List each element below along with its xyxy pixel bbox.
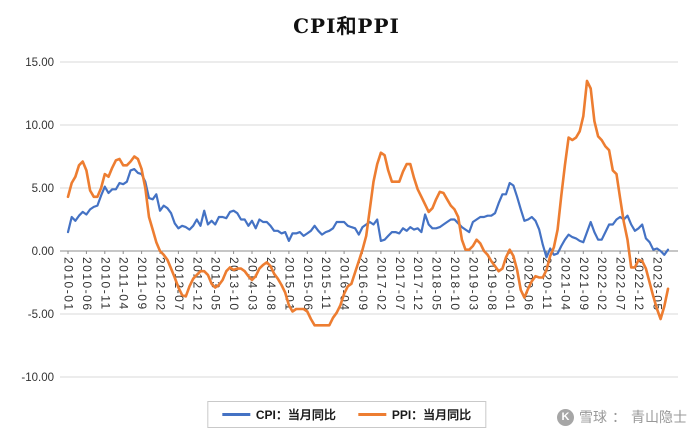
cpi-line-swatch xyxy=(221,413,250,416)
x-axis-tick-label: 2016-09 xyxy=(356,257,370,312)
x-axis-tick-label: 2014-08 xyxy=(264,257,278,312)
legend-item-ppi: PPI：当月同比 xyxy=(357,406,472,423)
x-axis-tick-label: 2014-03 xyxy=(246,257,260,312)
x-axis-tick-label: 2019-03 xyxy=(466,257,480,312)
chart-svg: 15.00 10.00 5.00 0.00 -5.00 -10.00 2010-01 2010… xyxy=(21,57,678,384)
y-axis-tick-label: 0.00 xyxy=(32,246,54,258)
chart-title: CPI和PPI xyxy=(293,14,400,38)
y-axis-tick-label: 5.00 xyxy=(32,183,54,195)
x-axis-tick-label: 2022-12 xyxy=(632,257,646,312)
x-axis-tick-label: 2020-01 xyxy=(503,257,517,312)
xueqiu-logo-icon: K xyxy=(557,408,574,426)
x-axis-tick-label: 2021-09 xyxy=(577,257,591,312)
x-axis-tick-label: 2022-02 xyxy=(595,257,609,312)
legend-label-cpi: CPI：当月同比 xyxy=(255,408,336,422)
x-axis-tick-label: 2010-11 xyxy=(98,257,112,311)
x-axis-tick-label: 2013-05 xyxy=(209,257,223,312)
ppi-line-swatch xyxy=(357,413,386,416)
y-axis-tick-label: -5.00 xyxy=(28,309,54,321)
watermark-user: 青山隐士 xyxy=(631,409,687,425)
x-axis-tick-label: 2011-09 xyxy=(135,257,149,311)
ppi-line xyxy=(66,79,670,327)
watermark: K 雪球 ： 青山隐士 xyxy=(557,407,687,427)
legend: CPI：当月同比 PPI：当月同比 xyxy=(206,401,487,428)
x-axis-tick-label: 2016-04 xyxy=(338,257,352,312)
x-axis-tick-label: 2013-10 xyxy=(227,257,241,312)
x-axis-tick-label: 2022-07 xyxy=(614,257,628,312)
y-axis-tick-label: -10.00 xyxy=(21,372,54,384)
x-axis-tick-label: 2021-04 xyxy=(558,257,572,312)
x-axis-tick-label: 2010-01 xyxy=(62,257,76,312)
x-axis-tick-label: 2011-04 xyxy=(117,257,131,311)
x-axis-tick-label: 2019-08 xyxy=(485,257,499,312)
x-axis-tick-label: 2020-06 xyxy=(522,257,536,312)
x-axis-tick-label: 2017-12 xyxy=(411,257,425,312)
x-axis-tick-label: 2012-07 xyxy=(172,257,186,312)
y-axis-tick-label: 10.00 xyxy=(25,120,54,132)
x-axis-tick-label: 2015-11 xyxy=(319,257,333,311)
x-axis-tick-label: 2023-05 xyxy=(651,257,665,312)
legend-item-cpi: CPI：当月同比 xyxy=(221,406,336,423)
watermark-brand: 雪球 xyxy=(579,409,607,425)
x-axis-tick-label: 2018-05 xyxy=(430,257,444,312)
x-axis-tick-label: 2012-02 xyxy=(154,257,168,312)
x-axis-tick-label: 2020-11 xyxy=(540,257,554,311)
x-axis-tick-label: 2012-12 xyxy=(190,257,204,312)
x-axis-tick-label: 2018-10 xyxy=(448,257,462,312)
y-axis-tick-label: 15.00 xyxy=(25,57,54,69)
x-axis-tick-label: 2015-06 xyxy=(301,257,315,312)
watermark-separator: ： xyxy=(612,409,626,425)
legend-label-ppi: PPI：当月同比 xyxy=(391,408,472,422)
x-axis-tick-label: 2017-02 xyxy=(374,257,388,312)
x-axis-tick-label: 2017-07 xyxy=(393,257,407,312)
x-axis-tick-label: 2010-06 xyxy=(80,257,94,312)
